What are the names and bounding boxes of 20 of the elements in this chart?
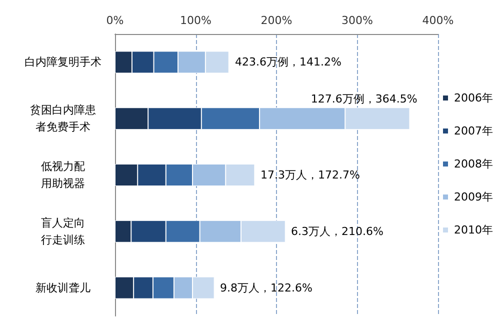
legend-label: 2006年 [454,92,494,104]
x-tick-label: 300% [342,14,373,27]
annotation: 9.8万人，122.6% [220,281,312,294]
x-tick-label: 200% [260,14,292,27]
y-tick-label: 新收训聋儿 [36,281,90,294]
y-tick-label: 盲人定向行走训练 [41,216,85,246]
y-tick-label: 低视力配用助视器 [41,160,85,190]
legend-label: 2008年 [454,158,494,170]
x-tick-label: 0% [106,14,124,27]
annotation: 423.6万例，141.2% [235,56,342,69]
annotation: 127.6万例，364.5% [310,92,418,106]
x-tick-label: 100% [180,14,212,27]
x-tick-label: 400% [422,14,454,27]
y-tick-label: 白内障复明手术 [24,56,102,69]
legend-label: 2010年 [454,224,494,236]
y-tick-label: 贫困白内障患者免费手术 [30,104,96,134]
annotation: 17.3万人，172.7% [260,168,360,182]
annotation: 6.3万人，210.6% [291,224,384,238]
legend-label: 2009年 [454,190,494,204]
legend-label: 2007年 [454,124,494,138]
